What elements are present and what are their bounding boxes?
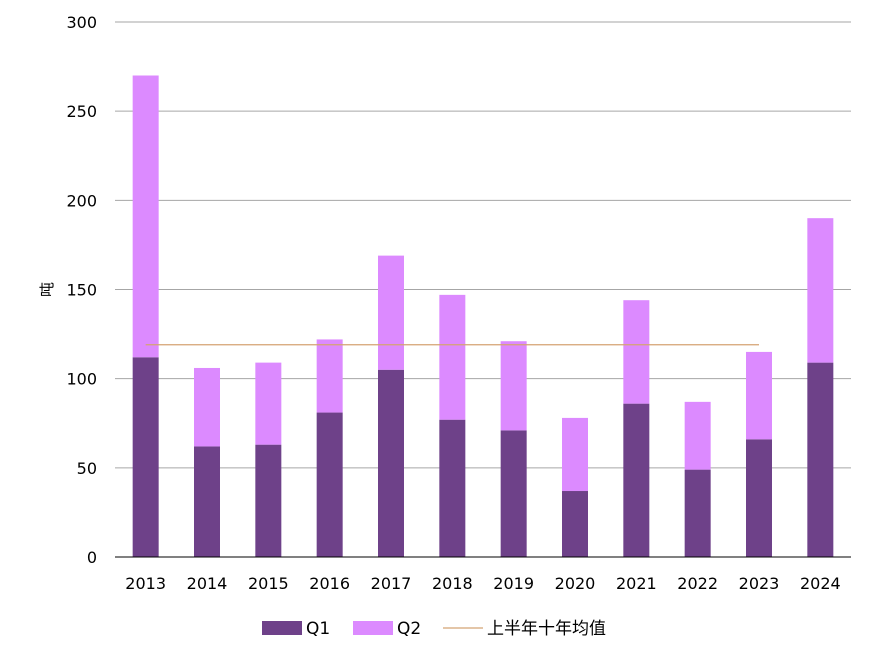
bar-q2-2021: [623, 300, 650, 404]
x-axis-ticks: 2013 2014 2015 2016 2017 2018 2019 2020 2021 2022…: [125, 574, 840, 593]
bar-q2-2024: [807, 218, 834, 363]
bar-q2-2015: [255, 362, 282, 445]
x-tick-label: 2013: [125, 574, 166, 593]
x-tick-label: 2017: [371, 574, 412, 593]
bar-q2-2017: [378, 255, 404, 370]
y-axis-ticks: 0 50 100 150 200 250 300: [66, 13, 97, 567]
y-tick-label: 50: [77, 459, 97, 478]
bar-q2-2019: [500, 341, 527, 431]
bar-q1-2024: [807, 362, 834, 557]
y-tick-label: 250: [66, 102, 97, 121]
bar-q2-2023: [746, 351, 772, 440]
bar-q2-2013: [132, 75, 159, 358]
bar-q1-2020: [562, 491, 588, 557]
y-tick-label: 0: [87, 548, 97, 567]
bar-q2-2022: [684, 401, 711, 470]
x-tick-label: 2021: [616, 574, 657, 593]
legend: Q1 Q2 上半年十年均值: [262, 619, 606, 639]
legend-average-label: 上半年十年均值: [487, 619, 606, 639]
bar-q2-2020: [562, 417, 588, 492]
legend-q1-swatch: [262, 621, 302, 635]
y-tick-label: 300: [66, 13, 97, 32]
bar-q2-2016: [316, 339, 343, 413]
x-tick-label: 2015: [248, 574, 289, 593]
x-tick-label: 2018: [432, 574, 473, 593]
x-tick-label: 2019: [493, 574, 534, 593]
bar-q1-2022: [684, 469, 711, 557]
bar-q1-2014: [194, 446, 220, 557]
bar-q1-2016: [316, 412, 343, 557]
y-axis-label: 吨: [38, 282, 56, 297]
gridlines: [115, 21, 851, 469]
bar-q1-2013: [132, 357, 159, 557]
bar-q1-2023: [746, 439, 772, 557]
bar-q1-2021: [623, 403, 650, 557]
y-tick-label: 100: [66, 370, 97, 389]
x-tick-label: 2023: [739, 574, 780, 593]
bar-q2-2014: [194, 367, 220, 447]
y-tick-label: 150: [66, 281, 97, 300]
bar-q2-2018: [439, 294, 466, 420]
x-tick-label: 2016: [309, 574, 350, 593]
x-tick-label: 2014: [187, 574, 228, 593]
x-tick-label: 2022: [677, 574, 718, 593]
y-tick-label: 200: [66, 191, 97, 210]
legend-q2-label: Q2: [397, 619, 421, 639]
bar-q1-2018: [439, 419, 466, 557]
legend-q1-label: Q1: [306, 619, 330, 639]
bar-q1-2015: [255, 444, 282, 557]
bars: [132, 75, 834, 557]
bar-q1-2017: [378, 369, 404, 557]
legend-q2-swatch: [353, 621, 393, 635]
bar-q1-2019: [500, 430, 527, 557]
x-tick-label: 2020: [555, 574, 596, 593]
x-tick-label: 2024: [800, 574, 841, 593]
